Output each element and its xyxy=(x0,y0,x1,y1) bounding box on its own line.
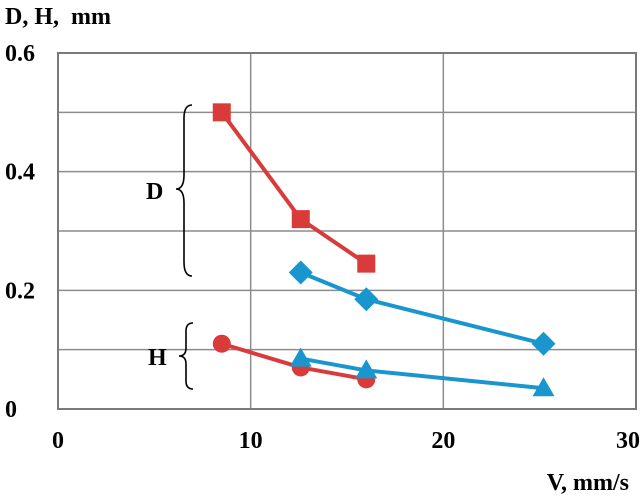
brace-h-shape xyxy=(178,322,194,390)
x-tick-labels: 0 10 20 30 xyxy=(52,428,640,454)
y-tick-label: 0 xyxy=(5,397,17,423)
series-d-square xyxy=(212,103,376,273)
brace-h xyxy=(178,322,194,390)
data-point-square xyxy=(357,254,376,273)
data-point-diamond xyxy=(531,331,556,356)
series-line xyxy=(220,111,368,266)
series-layer xyxy=(212,103,556,397)
y-axis-label: D, H, mm xyxy=(5,4,111,30)
data-point-diamond xyxy=(354,287,379,312)
data-point-triangle xyxy=(355,359,378,379)
y-tick-label: 0.6 xyxy=(5,41,35,67)
y-tick-labels: 0 0.2 0.4 0.6 xyxy=(5,41,35,423)
brace-d xyxy=(175,104,193,277)
group-label-h: H xyxy=(148,345,167,371)
x-tick-label: 0 xyxy=(52,428,64,454)
data-point-circle xyxy=(212,334,231,353)
data-point-square xyxy=(291,210,310,229)
y-tick-label: 0.2 xyxy=(5,278,35,304)
data-point-square xyxy=(212,103,231,122)
x-tick-label: 10 xyxy=(239,428,263,454)
x-axis-label: V, mm/s xyxy=(547,470,629,496)
grid xyxy=(58,53,636,409)
series-d-diamond xyxy=(288,260,556,356)
group-label-d: D xyxy=(146,179,163,205)
plot-area-border xyxy=(57,52,637,410)
data-point-diamond xyxy=(288,260,313,285)
data-point-triangle xyxy=(289,347,312,367)
x-tick-label: 20 xyxy=(431,428,455,454)
series-h-triangle xyxy=(289,347,555,397)
series-line xyxy=(300,270,545,346)
y-tick-label: 0.4 xyxy=(5,160,35,186)
data-point-triangle xyxy=(532,377,555,397)
brace-d-shape xyxy=(175,104,193,277)
x-tick-label: 30 xyxy=(616,428,640,454)
